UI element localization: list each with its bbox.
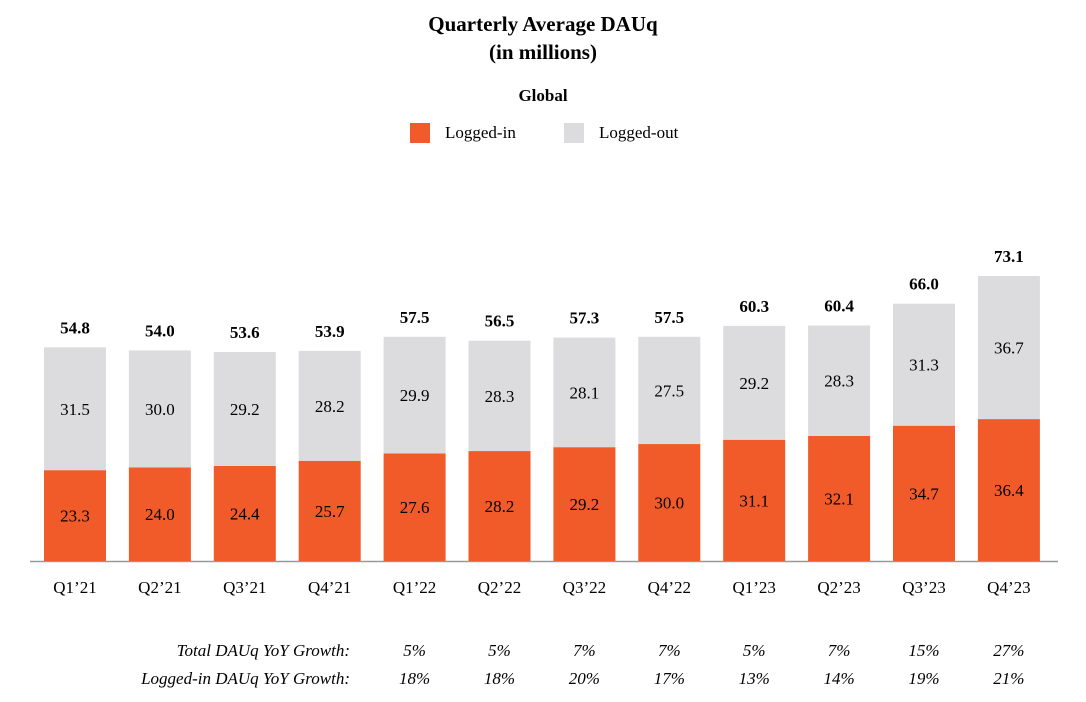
bar-logged-out [808, 325, 871, 436]
x-tick-label: Q2’22 [478, 578, 521, 597]
bar-logged-in [128, 467, 191, 561]
x-tick-label: Q4’22 [648, 578, 691, 597]
data-label-logged-out: 29.2 [230, 400, 260, 419]
legend-label-logged-in: Logged-in [445, 123, 516, 142]
bar-logged-out [213, 352, 276, 466]
x-tick-label: Q3’23 [902, 578, 945, 597]
legend-swatch-logged-in [410, 123, 430, 143]
data-label-logged-in: 36.4 [994, 481, 1024, 500]
data-label-logged-in: 32.1 [824, 489, 854, 508]
total-label: 66.0 [909, 275, 939, 294]
bar-logged-in [977, 419, 1040, 561]
data-label-logged-in: 31.1 [739, 491, 769, 510]
bar-logged-in [383, 453, 446, 561]
bar-logged-out [893, 303, 955, 426]
legend-swatch-logged-out [564, 123, 584, 143]
total-label: 57.5 [400, 308, 430, 327]
data-label-logged-out: 29.9 [400, 386, 430, 405]
x-tick-label: Q4’21 [308, 578, 351, 597]
x-tick-label: Q4’23 [987, 578, 1030, 597]
total-label: 73.1 [994, 247, 1024, 266]
x-tick-label: Q1’21 [53, 578, 96, 597]
x-tick-label: Q3’21 [223, 578, 266, 597]
total-label: 54.0 [145, 321, 175, 340]
legend-item-logged-in: Logged-in [410, 121, 516, 145]
data-label-logged-in: 34.7 [909, 484, 939, 503]
bar-logged-out [128, 350, 191, 468]
bar-logged-in [723, 439, 786, 561]
data-label-logged-out: 28.3 [824, 372, 854, 391]
data-label-logged-out: 31.5 [60, 400, 90, 419]
total-label: 57.3 [570, 309, 600, 328]
total-label: 56.5 [485, 312, 515, 331]
data-label-logged-out: 29.2 [739, 374, 769, 393]
bar-logged-out [977, 276, 1040, 420]
legend-label-logged-out: Logged-out [599, 123, 679, 142]
total-label: 54.8 [60, 318, 90, 337]
bar-logged-in [553, 447, 616, 561]
bar-logged-out [383, 336, 446, 454]
total-label: 53.6 [230, 323, 260, 342]
total-label: 53.9 [315, 322, 345, 341]
data-label-logged-in: 24.0 [145, 505, 175, 524]
chart-subtitle: Global [518, 86, 568, 105]
data-label-logged-out: 28.2 [315, 397, 345, 416]
data-label-logged-in: 23.3 [60, 507, 90, 526]
x-tick-label: Q1’22 [393, 578, 436, 597]
data-label-logged-in: 25.7 [315, 502, 345, 521]
bar-logged-in [893, 425, 955, 561]
bar-logged-out [44, 347, 106, 471]
data-label-logged-out: 28.3 [485, 387, 515, 406]
total-label: 60.3 [739, 297, 769, 316]
x-tick-label: Q2’21 [138, 578, 181, 597]
data-label-logged-out: 31.3 [909, 356, 939, 375]
x-tick-label: Q1’23 [732, 578, 775, 597]
title-line-1: Quarterly Average DAUq [428, 12, 658, 36]
total-label: 57.5 [654, 308, 684, 327]
legend: Logged-in Logged-out [0, 121, 1086, 145]
bar-logged-in [638, 444, 701, 561]
bar-logged-in [298, 460, 361, 561]
bar-logged-in [468, 451, 531, 561]
bar-logged-out [298, 350, 361, 461]
data-label-logged-out: 36.7 [994, 339, 1024, 358]
bar-logged-out [723, 325, 786, 440]
data-label-logged-in: 27.6 [400, 498, 430, 517]
bar-logged-in [213, 465, 276, 561]
data-label-logged-in: 30.0 [654, 494, 684, 513]
data-label-logged-in: 29.2 [570, 495, 600, 514]
bar-logged-in [44, 470, 106, 561]
x-tick-label: Q2’23 [817, 578, 860, 597]
x-tick-label: Q3’22 [563, 578, 606, 597]
chart-title: Quarterly Average DAUq (in millions) [0, 10, 1086, 66]
bar-logged-in [808, 435, 871, 561]
data-label-logged-out: 30.0 [145, 400, 175, 419]
data-label-logged-in: 28.2 [485, 497, 515, 516]
total-label: 60.4 [824, 297, 854, 316]
bar-logged-out [468, 340, 531, 452]
bar-logged-out [638, 336, 701, 445]
legend-item-logged-out: Logged-out [564, 121, 678, 145]
data-label-logged-in: 24.4 [230, 504, 260, 523]
data-label-logged-out: 27.5 [654, 381, 684, 400]
data-label-logged-out: 28.1 [570, 383, 600, 402]
title-line-2: (in millions) [489, 40, 597, 64]
bar-logged-out [553, 337, 616, 448]
